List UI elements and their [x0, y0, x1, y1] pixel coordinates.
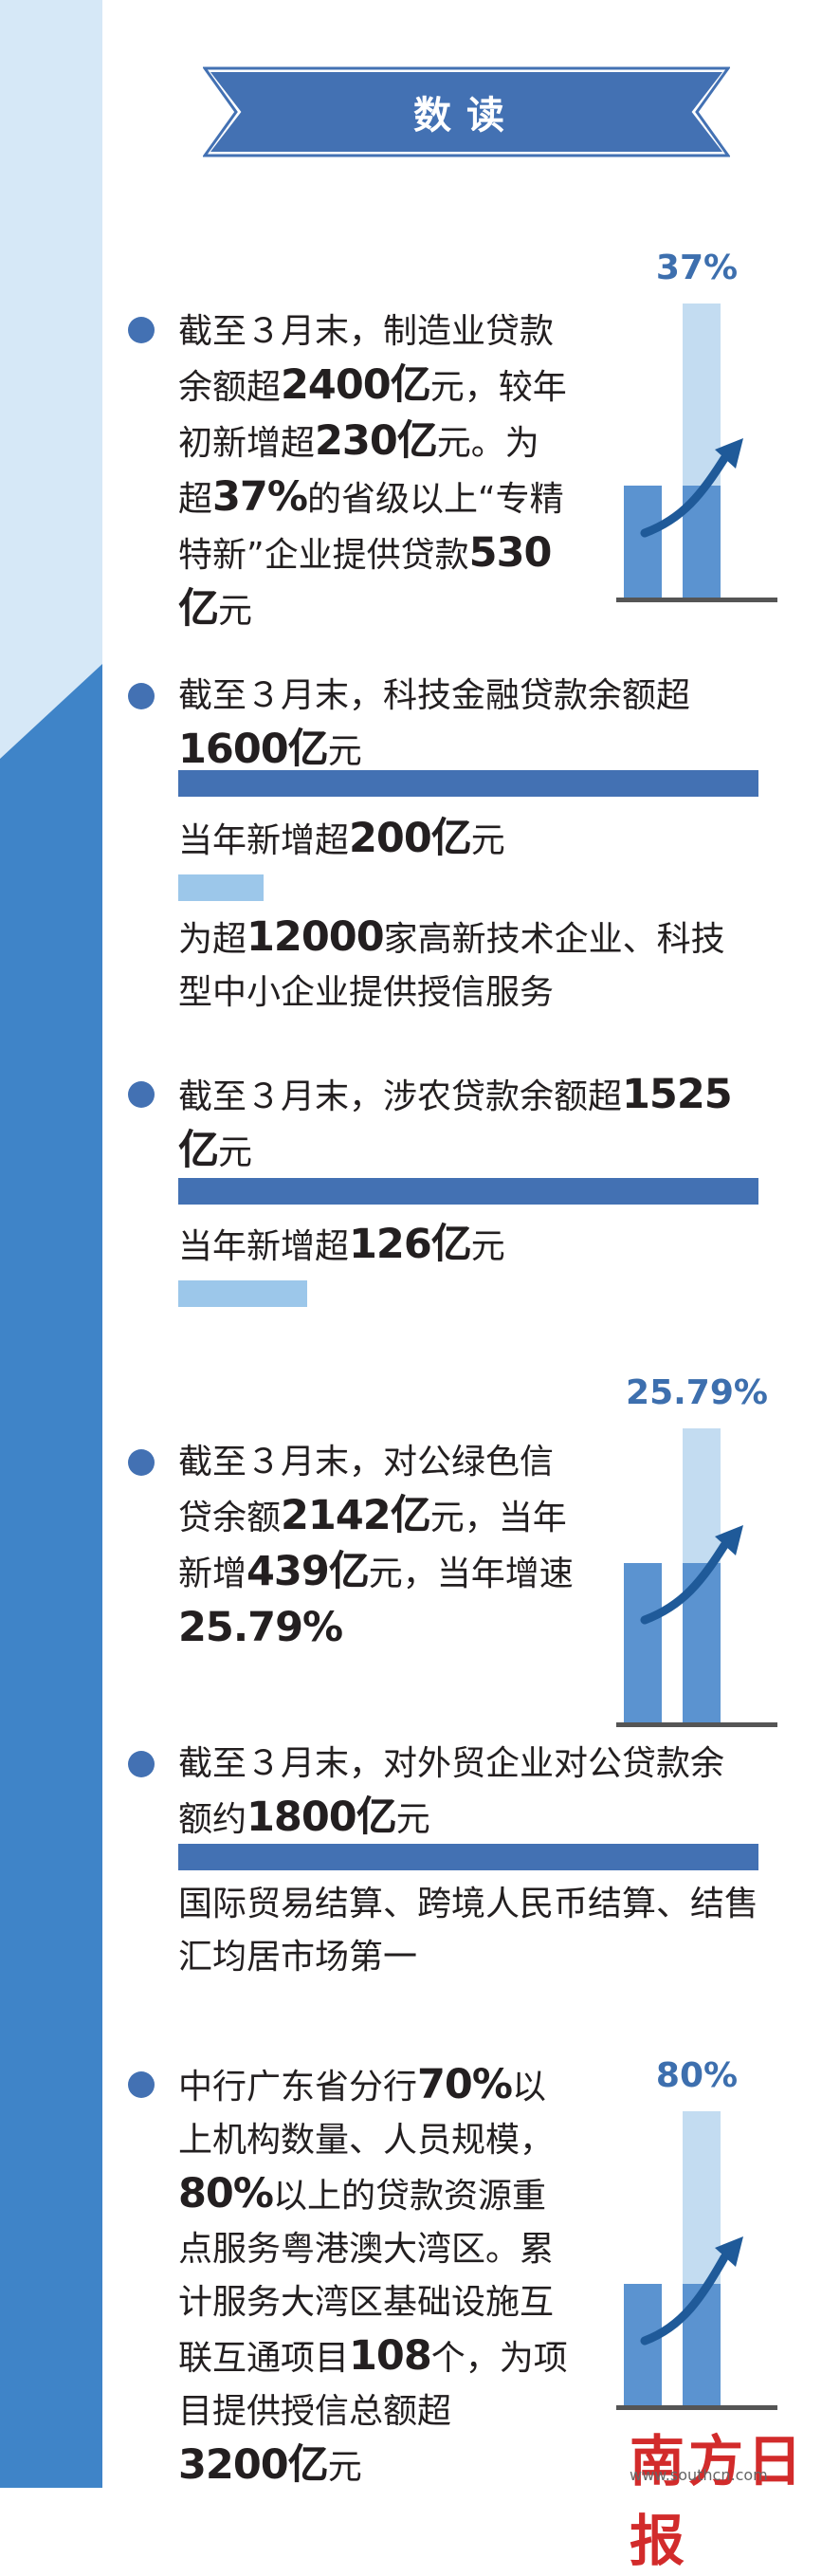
- item-2-bar-total: [178, 770, 758, 797]
- chart-1-baseline: [616, 598, 777, 602]
- item-5-sub2: 国际贸易结算、跨境人民币结算、结售 汇均居市场第一: [178, 1885, 759, 1977]
- chart-2: 25.79%: [616, 1373, 777, 1753]
- item-2-bar-new: [178, 874, 264, 901]
- item-2-text: 截至３月末，科技金融贷款余额超 1600亿元: [178, 676, 691, 773]
- chart-2-bar-a: [624, 1563, 662, 1724]
- bullet-5: [128, 1751, 155, 1777]
- item-2-sub2: 为超12000家高新技术企业、科技 型中小企业提供授信服务: [178, 913, 725, 1012]
- highlight-number: 530: [468, 529, 553, 577]
- logo-url: www.southcn.com: [630, 2466, 768, 2484]
- chart-3-baseline: [616, 2405, 777, 2410]
- chart-3-arrow-icon: [640, 2236, 743, 2346]
- highlight-number: 230亿: [315, 417, 438, 465]
- item-5-bar: [178, 1844, 758, 1870]
- highlight-number: 1600亿: [178, 726, 329, 773]
- highlight-number: 1525: [622, 1071, 733, 1118]
- page-title: 数读: [210, 72, 722, 152]
- highlight-number: 80%: [178, 2170, 274, 2217]
- highlight-number: 亿: [178, 1127, 219, 1174]
- chart-1-bar-a: [624, 486, 662, 599]
- highlight-number: 1800亿: [247, 1794, 397, 1841]
- bullet-3: [128, 1081, 155, 1108]
- chart-3: 80%: [616, 2056, 777, 2436]
- newspaper-logo: 南方日报: [630, 2429, 807, 2573]
- highlight-number: 126亿: [349, 1221, 472, 1268]
- chart-1-arrow-icon: [640, 438, 743, 538]
- bullet-1: [128, 317, 155, 343]
- highlight-number: 37%: [212, 473, 308, 521]
- item-6-text: 中行广东省分行70%以 上机构数量、人员规模， 80%以上的贷款资源重 点服务粤港澳大…: [178, 2061, 568, 2489]
- highlight-number: 3200亿: [178, 2441, 329, 2489]
- chart-2-baseline: [616, 1722, 777, 1727]
- highlight-number: 25.79%: [178, 1604, 343, 1651]
- item-5-text: 截至３月末，对外贸企业对公贷款余 额约1800亿元: [178, 1744, 725, 1841]
- highlight-number: 亿: [178, 585, 219, 633]
- highlight-number: 2142亿: [281, 1492, 431, 1539]
- item-3-bar-new: [178, 1280, 307, 1307]
- item-3-text: 截至３月末，涉农贷款余额超1525 亿元: [178, 1071, 733, 1174]
- item-3-sub1: 当年新增超126亿元: [178, 1221, 505, 1268]
- item-4-text: 截至３月末，对公绿色信 贷余额2142亿元，当年 新增439亿元，当年增速 25.79…: [178, 1443, 574, 1651]
- item-3-bar-total: [178, 1178, 758, 1205]
- chart-1-label: 37%: [655, 248, 739, 287]
- highlight-number: 70%: [417, 2061, 513, 2108]
- highlight-number: 439亿: [247, 1548, 370, 1595]
- chart-2-arrow-icon: [640, 1525, 743, 1625]
- bullet-2: [128, 683, 155, 709]
- highlight-number: 200亿: [349, 815, 472, 862]
- highlight-number: 2400亿: [281, 361, 431, 409]
- bullet-4: [128, 1449, 155, 1476]
- chart-3-bar-a: [624, 2284, 662, 2407]
- left-stripe-dark: [0, 664, 102, 2488]
- chart-3-label: 80%: [655, 2056, 739, 2095]
- item-1-text: 截至３月末，制造业贷款 余额超2400亿元，较年 初新增超230亿元。为 超37%的省…: [178, 312, 567, 633]
- highlight-number: 108: [349, 2332, 432, 2380]
- highlight-number: 12000: [247, 913, 385, 961]
- bullet-6: [128, 2071, 155, 2098]
- chart-2-label: 25.79%: [626, 1373, 768, 1412]
- chart-1: 37%: [616, 248, 777, 628]
- item-2-sub1: 当年新增超200亿元: [178, 815, 505, 862]
